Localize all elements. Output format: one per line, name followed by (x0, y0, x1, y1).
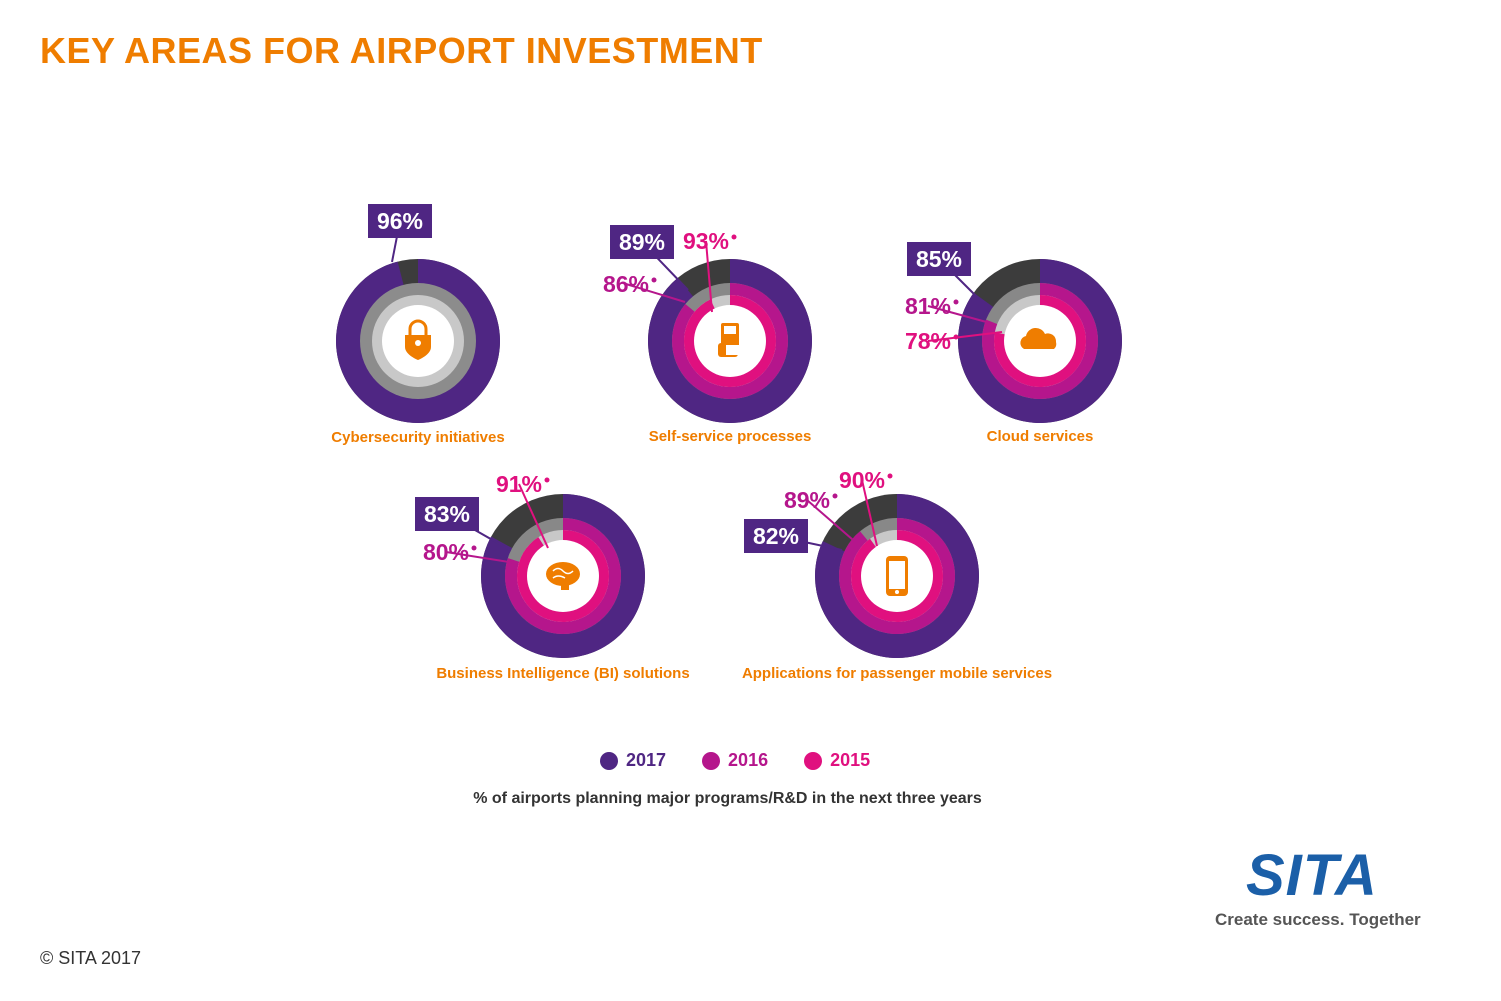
page-title: KEY AREAS FOR AIRPORT INVESTMENT (40, 30, 763, 71)
sita-tagline: Create success. Together (1215, 910, 1421, 929)
legend-item-2016: 2016 (702, 750, 768, 771)
value-label-2015: 90% (839, 467, 885, 493)
legend-label-2016: 2016 (728, 750, 769, 770)
callout-2017: 96% (368, 204, 432, 263)
callout-2017: 83% (415, 497, 511, 551)
cloud-icon (1020, 327, 1057, 349)
donut-3: Cloud services 78% 81% 85% (905, 242, 1122, 445)
callout-line (445, 551, 516, 564)
callout-dot (651, 277, 657, 283)
legend-item-2015: 2015 (804, 750, 870, 771)
legend-swatch-2015 (804, 751, 823, 770)
donut-4: Business Intelligence (BI) solutions 91% 8… (415, 471, 690, 682)
category-label: Cloud services (987, 428, 1094, 445)
sita-logo: SITA (1246, 843, 1378, 908)
callout-2015: 91% (496, 471, 550, 549)
value-label-2015: 93% (683, 228, 729, 254)
legend-swatch-2016 (702, 751, 721, 770)
value-label-2016: 80% (423, 539, 469, 565)
callout-dot (832, 493, 838, 499)
callout-2016: 80% (423, 539, 516, 565)
category-label: Applications for passenger mobile servic… (742, 665, 1052, 682)
callout-box (610, 225, 674, 259)
callout-box (368, 204, 432, 238)
value-label-2016: 86% (603, 271, 649, 297)
brain-icon (546, 562, 580, 590)
category-label: Self-service processes (649, 428, 812, 445)
callout-line (625, 283, 686, 303)
legend-label-2017: 2017 (626, 750, 667, 770)
callout-2016: 86% (603, 271, 686, 303)
callout-dot (544, 477, 550, 483)
callout-2015: 78% (905, 328, 1003, 354)
donut-2: Self-service processes 93% 86% 89% (603, 225, 812, 445)
callout-dot (953, 299, 959, 305)
callout-2017: 89% (610, 225, 689, 291)
value-label-2017: 85% (916, 246, 962, 272)
callout-dot (953, 334, 959, 340)
legend-item-2017: 2017 (600, 750, 666, 771)
callout-box (744, 519, 808, 553)
value-label-2017: 89% (619, 229, 665, 255)
callout-2017: 82% (744, 519, 843, 553)
smartphone-icon (886, 556, 908, 596)
callout-dot (471, 545, 477, 551)
value-label-2016: 89% (784, 487, 830, 513)
callout-line (927, 331, 1003, 342)
legend: 2017 2016 2015 (600, 750, 870, 771)
value-label-2015: 91% (496, 471, 542, 497)
callout-2015: 90% (839, 467, 893, 547)
callout-line (518, 483, 549, 549)
kiosk-icon (718, 323, 740, 357)
legend-swatch-2017 (600, 751, 618, 770)
callout-line (705, 240, 713, 313)
chart-subtitle: % of airports planning major programs/R&… (473, 790, 982, 807)
callout-dot (887, 473, 893, 479)
callout-box (415, 497, 479, 531)
callout-2016: 81% (905, 293, 991, 324)
value-label-2017: 83% (424, 501, 470, 527)
lock-icon (405, 319, 431, 360)
category-label: Business Intelligence (BI) solutions (436, 665, 689, 682)
callout-2015: 93% (683, 228, 737, 313)
value-label-2016: 81% (905, 293, 951, 319)
category-label: Cybersecurity initiatives (331, 429, 504, 446)
value-label-2017: 96% (377, 208, 423, 234)
callout-line (806, 499, 861, 547)
legend-label-2015: 2015 (830, 750, 871, 770)
callout-box (907, 242, 971, 276)
copyright: © SITA 2017 (40, 948, 141, 968)
donut-1: Cybersecurity initiatives 96% (331, 204, 505, 446)
callout-2016: 89% (784, 487, 861, 547)
callout-line (927, 305, 991, 324)
value-label-2015: 78% (905, 328, 951, 354)
callout-line (861, 479, 878, 547)
value-label-2017: 82% (753, 523, 799, 549)
callout-dot (731, 234, 737, 240)
callout-2017: 85% (907, 242, 991, 311)
donut-5: Applications for passenger mobile servic… (742, 467, 1052, 682)
